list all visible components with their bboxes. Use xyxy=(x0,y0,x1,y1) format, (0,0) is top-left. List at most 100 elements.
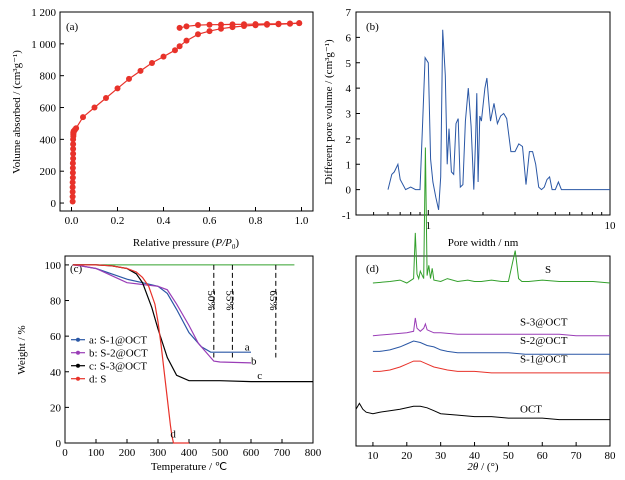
panel-a-y-ticks: 0 200 400 600 800 1 000 1 200 xyxy=(31,7,64,210)
adsorption-line xyxy=(72,22,300,202)
x-tick-label: 400 xyxy=(181,447,198,459)
panel-c-plot: 50% 55% 65% abc d xyxy=(72,264,313,444)
adsorption-point xyxy=(69,193,76,200)
pattern-label: S-3@OCT xyxy=(520,317,568,329)
y-tick-label: 0 xyxy=(51,198,57,210)
desorption-point xyxy=(287,20,293,27)
adsorption-point xyxy=(69,188,76,195)
pattern-label: S-1@OCT xyxy=(520,354,568,366)
xrd-pattern xyxy=(372,147,611,284)
y-tick-label: 7 xyxy=(346,7,352,19)
y-tick-label: 100 xyxy=(45,260,62,272)
adsorption-point xyxy=(183,37,190,44)
xrd-pattern xyxy=(355,402,610,421)
legend-label: c: S-3@OCT xyxy=(89,361,147,373)
panel-a-label: (a) xyxy=(66,21,79,33)
adsorption-point xyxy=(218,25,224,32)
adsorption-point xyxy=(91,104,98,111)
y-tick-label: 20 xyxy=(50,402,62,414)
panel-a-xlabel: Relative pressure (P/P0) xyxy=(133,237,239,251)
y-tick-label: 0 xyxy=(346,185,352,197)
desorption-point xyxy=(229,21,236,28)
adsorption-point xyxy=(69,160,76,167)
legend-label: b: S-2@OCT xyxy=(89,348,148,360)
adsorption-point xyxy=(160,53,167,60)
desorption-point xyxy=(195,22,201,29)
adsorption-point xyxy=(69,174,76,181)
panel-c-x-ticks: 0 100 200 300 400 500 600 700 800 xyxy=(62,439,322,459)
x-tick-label: 50 xyxy=(503,450,515,462)
y-tick-label: 3 xyxy=(346,109,352,121)
legend-marker xyxy=(76,350,80,355)
desorption-point xyxy=(264,20,270,27)
legend-marker xyxy=(76,376,80,381)
percent-annotation: 50% xyxy=(205,290,217,310)
xrd-pattern xyxy=(372,360,610,374)
y-tick-label: 200 xyxy=(40,166,57,178)
adsorption-point xyxy=(69,179,76,186)
panel-b: (b) Pore width / nm Different pore volum… xyxy=(323,7,616,249)
adsorption-point xyxy=(126,75,132,82)
desorption-point xyxy=(241,21,247,28)
adsorption-point xyxy=(69,165,76,172)
adsorption-point xyxy=(195,31,201,38)
panel-d-x-ticks: 10 20 30 40 50 60 70 80 xyxy=(367,442,616,462)
x-tick-label: 1.0 xyxy=(295,215,309,227)
desorption-point xyxy=(183,23,190,30)
panel-b-plot xyxy=(387,29,610,211)
y-tick-label: 40 xyxy=(50,367,62,379)
y-tick-label: 1 200 xyxy=(31,7,56,19)
desorption-point xyxy=(176,24,183,31)
y-tick-label: 600 xyxy=(40,103,57,115)
panel-c-xlabel: Temperature / ℃ xyxy=(151,461,227,473)
panel-d-label: (d) xyxy=(366,263,379,275)
panel-d-frame xyxy=(355,255,611,447)
pattern-label: OCT xyxy=(520,403,542,415)
panel-b-y-ticks: -1 0 1 2 3 4 5 6 7 xyxy=(342,7,360,222)
y-tick-label: 60 xyxy=(50,331,62,343)
x-tick-label: 10 xyxy=(605,220,617,232)
curve-label: d xyxy=(170,429,176,441)
y-tick-label: 800 xyxy=(40,71,57,83)
adsorption-point xyxy=(73,125,80,132)
adsorption-point xyxy=(80,114,86,121)
y-tick-label: 0 xyxy=(56,438,62,450)
y-tick-label: 80 xyxy=(50,296,62,308)
adsorption-point xyxy=(172,47,178,54)
x-tick-label: 80 xyxy=(605,450,617,462)
y-tick-label: 2 xyxy=(346,134,352,146)
panel-a-x-ticks: 0.0 0.2 0.4 0.6 0.8 1.0 xyxy=(65,207,309,227)
desorption-point xyxy=(296,20,303,27)
panel-b-xlabel: Pore width / nm xyxy=(448,237,519,249)
x-tick-label: 100 xyxy=(88,447,105,459)
desorption-point xyxy=(218,21,224,28)
adsorption-point xyxy=(149,59,155,66)
y-tick-label: -1 xyxy=(342,210,351,222)
y-tick-label: 1 xyxy=(346,159,352,171)
x-tick-label: 40 xyxy=(469,450,481,462)
y-tick-label: 6 xyxy=(346,32,352,44)
percent-annotation: 65% xyxy=(267,290,279,310)
desorption-point xyxy=(206,21,213,28)
panel-a: (a) Relative pressure (P/P0) Volume abso… xyxy=(11,7,314,251)
xrd-pattern xyxy=(372,340,610,355)
x-tick-label: 0.2 xyxy=(111,215,125,227)
adsorption-point xyxy=(114,85,121,92)
adsorption-point xyxy=(137,67,144,74)
adsorption-point xyxy=(69,169,76,176)
adsorption-point xyxy=(70,141,77,148)
adsorption-point xyxy=(69,184,76,191)
x-tick-label: 60 xyxy=(537,450,549,462)
adsorption-point xyxy=(176,43,183,50)
panel-b-frame xyxy=(355,11,611,216)
panel-a-plot xyxy=(69,20,303,205)
y-tick-label: 1 000 xyxy=(31,39,56,51)
adsorption-point xyxy=(69,198,76,205)
panel-c-y-ticks: 0 20 40 60 80 100 xyxy=(45,260,69,450)
pattern-label: S xyxy=(545,264,551,276)
adsorption-point xyxy=(70,155,77,162)
legend-marker xyxy=(76,363,80,368)
panel-a-frame xyxy=(59,11,314,212)
x-tick-label: 200 xyxy=(119,447,136,459)
